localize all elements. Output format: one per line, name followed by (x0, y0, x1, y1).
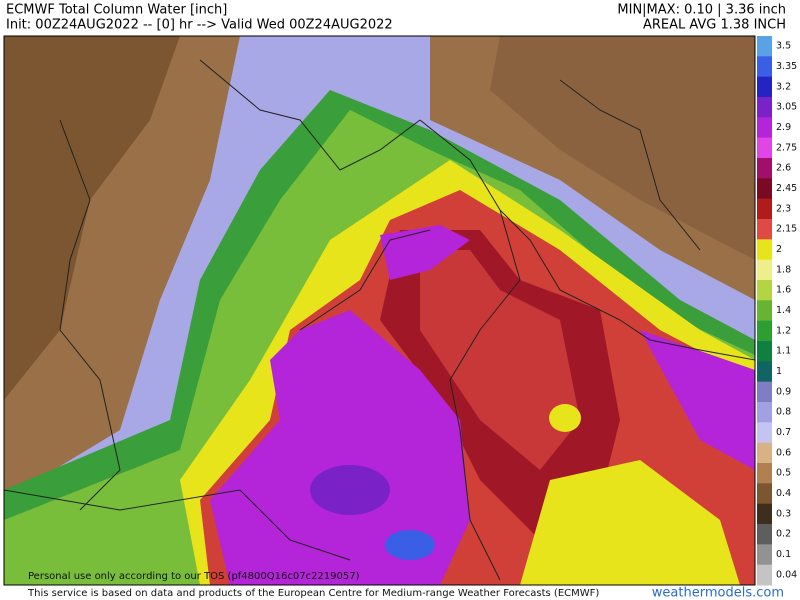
color-swatch (757, 76, 772, 98)
color-swatch (757, 483, 772, 505)
colorbar-label: 2 (776, 244, 782, 255)
blob (520, 460, 740, 585)
colorbar-label: 0.2 (776, 529, 791, 540)
color-swatch (757, 564, 772, 586)
band (380, 225, 470, 280)
color-swatch (757, 300, 772, 322)
color-swatch (757, 137, 772, 159)
color-swatch (757, 381, 772, 403)
color-swatch (757, 402, 772, 423)
color-swatch (757, 219, 772, 240)
color-swatch (757, 320, 772, 342)
color-swatch (757, 198, 772, 220)
color-swatch (757, 503, 772, 525)
colorbar-label: 0.1 (776, 549, 791, 560)
colorbar-label: 2.6 (776, 163, 791, 174)
color-swatch (757, 56, 772, 78)
colorbar-label: 2.75 (776, 142, 797, 153)
colorbar-label: 0.8 (776, 407, 791, 418)
title: ECMWF Total Column Water [inch] (6, 3, 227, 18)
dry-region (490, 36, 755, 260)
areal-avg: AREAL AVG 1.38 INCH (643, 18, 786, 33)
color-swatch (757, 97, 772, 118)
blob (310, 465, 390, 515)
dry-region (4, 36, 180, 400)
blob (549, 404, 581, 432)
blob (385, 530, 435, 560)
colorbar-label: 1.2 (776, 325, 791, 336)
color-swatch (757, 36, 772, 57)
color-swatch (757, 341, 772, 362)
credit: This service is based on data and produc… (27, 588, 599, 599)
site-link[interactable]: weathermodels.com (652, 586, 784, 600)
colorbar-label: 1.8 (776, 264, 791, 275)
band (420, 250, 580, 470)
band (210, 310, 470, 585)
color-swatch (757, 544, 772, 566)
watermark: Personal use only according to our TOS (… (28, 571, 360, 582)
map-field (3, 35, 756, 586)
color-swatch (757, 361, 772, 383)
color-swatch (757, 280, 772, 301)
colorbar-label: 2.3 (776, 203, 791, 214)
borders (4, 59, 755, 581)
colorbar-label: 1 (776, 366, 782, 377)
colorbar: 3.5 3.35 3.2 3.05 2.9 2.75 2.6 2.45 2.3 2.15 2 1.8 1… (757, 36, 797, 586)
color-swatch (757, 117, 772, 139)
band (640, 330, 755, 470)
color-swatch (757, 422, 772, 444)
color-swatch (757, 463, 772, 484)
colorbar-label: 3.5 (776, 41, 791, 52)
color-swatch (757, 239, 772, 261)
color-swatch (757, 158, 772, 179)
color-swatch (757, 259, 772, 281)
colorbar-label: 2.9 (776, 122, 791, 133)
colorbar-label: 0.5 (776, 468, 791, 479)
colorbar-label: 3.2 (776, 81, 791, 92)
colorbar-label: 1.6 (776, 285, 791, 296)
colorbar-label: 0.3 (776, 508, 791, 519)
color-swatch (757, 442, 772, 464)
colorbar-label: 1.4 (776, 305, 791, 316)
colorbar-label: 2.45 (776, 183, 797, 194)
colorbar-label: 2.15 (776, 224, 797, 235)
colorbar-label: 0.9 (776, 386, 791, 397)
color-swatch (757, 524, 772, 545)
colorbar-label: 0.6 (776, 447, 791, 458)
map-frame (3, 35, 756, 586)
colorbar-label: 0.04 (776, 569, 797, 580)
color-swatch (757, 178, 772, 200)
colorbar-label: 1.1 (776, 346, 791, 357)
init-line: Init: 00Z24AUG2022 -- [0] hr --> Valid W… (6, 18, 393, 33)
colorbar-label: 3.35 (776, 61, 797, 72)
colorbar-label: 0.7 (776, 427, 791, 438)
colorbar-label: 3.05 (776, 102, 797, 113)
colorbar-label: 0.4 (776, 488, 791, 499)
min-max: MIN|MAX: 0.10 | 3.36 inch (617, 3, 786, 18)
